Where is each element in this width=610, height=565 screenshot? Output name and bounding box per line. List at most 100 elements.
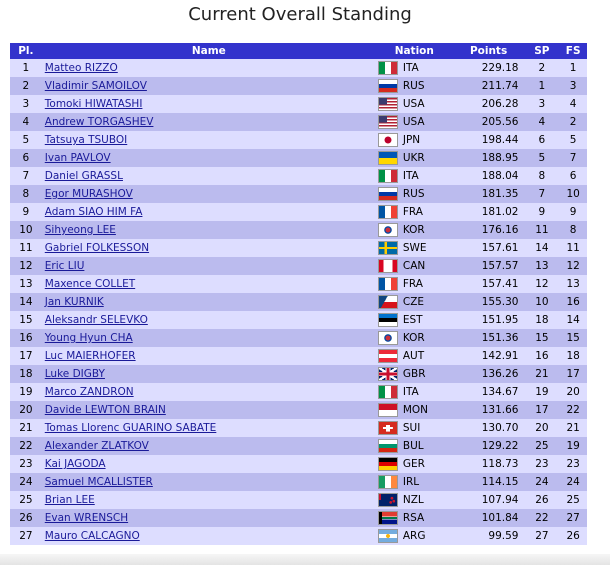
name-cell: Tomas Llorenc GUARINO SABATE [41, 419, 376, 437]
flag-icon [377, 367, 398, 381]
nation-code: ITA [402, 386, 419, 398]
skater-link[interactable]: Jan KURNIK [44, 296, 104, 308]
nation-code: ITA [402, 62, 419, 74]
fs-rank-cell: 14 [559, 311, 587, 329]
fs-rank-cell: 7 [559, 149, 587, 167]
nation-code: ITA [402, 170, 419, 182]
skater-link[interactable]: Evan WRENSCH [44, 512, 129, 524]
nation-code: SWE [402, 242, 427, 254]
nation-code: CAN [402, 260, 426, 272]
skater-link[interactable]: Vladimir SAMOILOV [44, 80, 147, 92]
skater-link[interactable]: Marco ZANDRON [44, 386, 134, 398]
fs-rank-cell: 8 [559, 221, 587, 239]
place-cell: 1 [10, 59, 42, 77]
skater-link[interactable]: Ivan PAVLOV [44, 152, 111, 164]
skater-link[interactable]: Alexander ZLATKOV [44, 440, 149, 452]
nation-cell: BUL [375, 437, 453, 455]
skater-link[interactable]: Gabriel FOLKESSON [44, 242, 150, 254]
skater-link[interactable]: Samuel MCALLISTER [44, 476, 153, 488]
sp-rank-cell: 11 [524, 221, 560, 239]
skater-link[interactable]: Adam SIAO HIM FA [44, 206, 143, 218]
nation-cell: NZL [375, 491, 453, 509]
skater-link[interactable]: Maxence COLLET [44, 278, 136, 290]
flag-icon [377, 223, 398, 237]
table-body: 1 Matteo RIZZO ITA 229.18 2 1 2 Vladimir SAMOIL… [10, 59, 587, 545]
place-cell: 11 [10, 239, 42, 257]
skater-link[interactable]: Egor MURASHOV [44, 188, 133, 200]
sp-rank-cell: 7 [524, 185, 560, 203]
fs-rank-cell: 1 [559, 59, 587, 77]
flag-icon [377, 493, 398, 507]
points-cell: 205.56 [452, 113, 525, 131]
skater-link[interactable]: Luc MAIERHOFER [44, 350, 136, 362]
fs-rank-cell: 6 [559, 167, 587, 185]
name-cell: Eric LIU [41, 257, 376, 275]
skater-link[interactable]: Mauro CALCAGNO [44, 530, 140, 542]
table-row: 7 Daniel GRASSL ITA 188.04 8 6 [10, 167, 587, 185]
name-cell: Brian LEE [41, 491, 376, 509]
flag-icon [377, 205, 398, 219]
skater-link[interactable]: Matteo RIZZO [44, 62, 118, 74]
sp-rank-cell: 3 [524, 95, 560, 113]
skater-link[interactable]: Davide LEWTON BRAIN [44, 404, 166, 416]
place-cell: 22 [10, 437, 42, 455]
skater-link[interactable]: Kai JAGODA [44, 458, 106, 470]
points-cell: 157.41 [452, 275, 525, 293]
skater-link[interactable]: Brian LEE [44, 494, 95, 506]
table-row: 5 Tatsuya TSUBOI JPN 198.44 6 5 [10, 131, 587, 149]
place-cell: 10 [10, 221, 42, 239]
fs-rank-cell: 9 [559, 203, 587, 221]
table-row: 2 Vladimir SAMOILOV RUS 211.74 1 3 [10, 77, 587, 95]
skater-link[interactable]: Tatsuya TSUBOI [44, 134, 128, 146]
points-cell: 101.84 [452, 509, 525, 527]
nation-code: GER [402, 458, 425, 470]
skater-link[interactable]: Tomas Llorenc GUARINO SABATE [44, 422, 217, 434]
nation-code: NZL [402, 494, 424, 506]
skater-link[interactable]: Sihyeong LEE [44, 224, 116, 236]
table-row: 11 Gabriel FOLKESSON SWE 157.61 14 11 [10, 239, 587, 257]
skater-link[interactable]: Eric LIU [44, 260, 85, 272]
name-cell: Jan KURNIK [41, 293, 376, 311]
points-cell: 176.16 [452, 221, 525, 239]
sp-rank-cell: 1 [524, 77, 560, 95]
place-cell: 21 [10, 419, 42, 437]
points-cell: 107.94 [452, 491, 525, 509]
name-cell: Ivan PAVLOV [41, 149, 376, 167]
skater-link[interactable]: Young Hyun CHA [44, 332, 133, 344]
nation-cell: IRL [375, 473, 453, 491]
skater-link[interactable]: Luke DIGBY [44, 368, 105, 380]
flag-icon [377, 511, 398, 525]
name-cell: Kai JAGODA [41, 455, 376, 473]
points-cell: 181.02 [452, 203, 525, 221]
nation-cell: ITA [375, 383, 453, 401]
sp-rank-cell: 9 [524, 203, 560, 221]
place-cell: 19 [10, 383, 42, 401]
name-cell: Mauro CALCAGNO [41, 527, 376, 545]
skater-link[interactable]: Tomoki HIWATASHI [44, 98, 143, 110]
points-cell: 136.26 [452, 365, 525, 383]
nation-cell: KOR [375, 221, 453, 239]
nation-cell: ITA [375, 167, 453, 185]
flag-icon [377, 313, 398, 327]
fs-rank-cell: 2 [559, 113, 587, 131]
place-cell: 8 [10, 185, 42, 203]
place-cell: 23 [10, 455, 42, 473]
nation-code: GBR [402, 368, 426, 380]
table-row: 6 Ivan PAVLOV UKR 188.95 5 7 [10, 149, 587, 167]
points-cell: 134.67 [452, 383, 525, 401]
skater-link[interactable]: Daniel GRASSL [44, 170, 123, 182]
place-cell: 27 [10, 527, 42, 545]
fs-rank-cell: 23 [559, 455, 587, 473]
sp-rank-cell: 2 [524, 59, 560, 77]
skater-link[interactable]: Andrew TORGASHEV [44, 116, 154, 128]
skater-link[interactable]: Aleksandr SELEVKO [44, 314, 148, 326]
name-cell: Luke DIGBY [41, 365, 376, 383]
flag-icon [377, 151, 398, 165]
nation-cell: MON [375, 401, 453, 419]
place-cell: 17 [10, 347, 42, 365]
points-cell: 118.73 [452, 455, 525, 473]
flag-icon [377, 115, 398, 129]
place-cell: 13 [10, 275, 42, 293]
table-row: 10 Sihyeong LEE KOR 176.16 11 8 [10, 221, 587, 239]
table-row: 23 Kai JAGODA GER 118.73 23 23 [10, 455, 587, 473]
